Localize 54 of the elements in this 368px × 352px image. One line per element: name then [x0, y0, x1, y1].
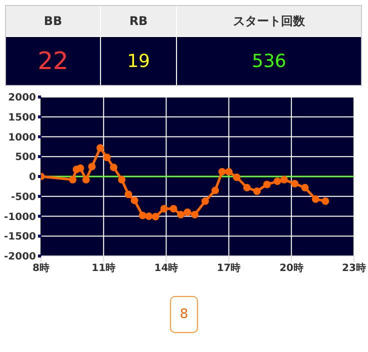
y-tick-label: -1500 — [4, 232, 36, 243]
point — [253, 187, 261, 195]
point — [201, 197, 209, 205]
point — [145, 212, 153, 220]
point — [152, 212, 160, 220]
text: 8 — [170, 296, 198, 333]
x-tick-label: 17時 — [216, 262, 241, 274]
point — [191, 210, 199, 218]
x-tick-label: 14時 — [154, 262, 178, 274]
point — [225, 168, 233, 176]
point — [130, 196, 138, 204]
point — [177, 210, 185, 218]
text: 19 — [100, 37, 176, 85]
point — [103, 154, 111, 162]
x-tick-label: 20時 — [279, 262, 304, 274]
point — [322, 197, 330, 205]
text: 536 — [177, 37, 362, 85]
point — [263, 180, 271, 188]
y-tick-label: 2000 — [8, 92, 36, 104]
point — [184, 208, 192, 216]
text: 22 — [6, 37, 100, 85]
point — [290, 180, 298, 188]
point — [88, 162, 96, 170]
point — [76, 164, 84, 172]
y-tick-label: -1000 — [4, 212, 36, 223]
x-tick-label: 23時 — [342, 262, 366, 274]
point — [82, 176, 90, 184]
x-tick-label: 11時 — [92, 262, 116, 274]
y-tick-label: 1500 — [8, 112, 36, 124]
point — [280, 176, 288, 184]
text: スタート回数 — [177, 6, 362, 37]
point — [138, 212, 146, 220]
point — [211, 186, 219, 194]
point — [124, 190, 132, 198]
y-tick-label: 1000 — [8, 132, 36, 144]
x-tick-label: 8時 — [32, 262, 50, 274]
point — [96, 144, 104, 152]
point — [110, 164, 118, 172]
point — [274, 178, 282, 186]
y-tick-label: -2000 — [4, 252, 36, 263]
point — [68, 176, 76, 184]
point — [218, 168, 226, 176]
point — [118, 176, 126, 184]
point — [232, 174, 240, 182]
point — [301, 184, 309, 192]
point — [160, 204, 168, 212]
point — [312, 195, 320, 203]
point — [170, 204, 178, 212]
y-tick-label: -500 — [10, 192, 36, 203]
y-tick-label: 0 — [29, 172, 36, 184]
point — [243, 184, 251, 192]
text: RB — [100, 6, 176, 37]
text: BB — [6, 6, 100, 37]
y-tick-label: 500 — [15, 152, 36, 164]
